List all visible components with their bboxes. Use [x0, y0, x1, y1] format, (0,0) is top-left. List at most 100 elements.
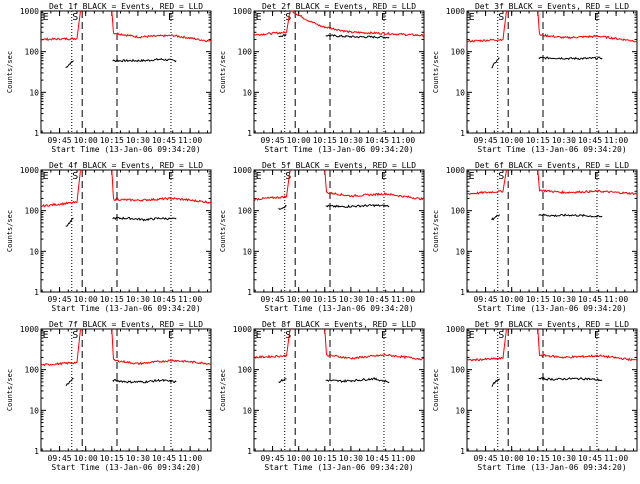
y-tick-label: 1: [34, 129, 39, 138]
events-series-line: [538, 213, 603, 218]
y-tick-label: 1000: [20, 166, 39, 175]
lld-series-line: [40, 328, 81, 367]
flag-label: E: [256, 12, 262, 23]
y-tick-label: 1000: [446, 325, 465, 334]
events-series-line: [65, 60, 74, 69]
y-tick-label: 1: [247, 447, 252, 456]
x-tick-label: 10:00: [287, 454, 311, 463]
panel-title: Det 1f BLACK = Events, RED = LLD: [49, 2, 203, 11]
panel-title: Det 8f BLACK = Events, RED = LLD: [262, 320, 416, 329]
x-axis-label: Start Time (13-Jan-06 09:34:20): [51, 463, 200, 472]
flag-label: E: [594, 171, 600, 182]
y-axis-label: Counts/sec: [432, 369, 440, 411]
x-tick-label: 10:30: [126, 136, 150, 145]
y-tick-label: 10: [455, 406, 465, 415]
y-tick-label: 100: [238, 366, 253, 375]
y-tick-label: 100: [451, 207, 466, 216]
events-series-line: [112, 378, 177, 384]
plot-frame: [253, 10, 425, 134]
x-tick-label: 10:15: [100, 454, 124, 463]
lld-series-line: [324, 328, 425, 361]
x-tick-label: 10:30: [339, 295, 363, 304]
lld-series-line: [111, 169, 212, 204]
x-tick-label: 10:45: [152, 454, 176, 463]
y-tick-label: 10: [455, 247, 465, 256]
flag-label: E: [469, 12, 475, 23]
x-tick-label: 09:45: [261, 136, 285, 145]
x-tick-label: 11:00: [391, 454, 415, 463]
events-series-line: [65, 217, 74, 227]
x-tick-label: 11:00: [604, 136, 628, 145]
x-axis-label: Start Time (13-Jan-06 09:34:20): [477, 304, 626, 313]
x-tick-label: 10:15: [313, 136, 337, 145]
panel-title: Det 9f BLACK = Events, RED = LLD: [475, 320, 629, 329]
flag-label: S: [498, 171, 504, 182]
lld-series-line: [253, 328, 291, 360]
x-tick-label: 10:15: [313, 295, 337, 304]
events-series-line: [65, 377, 74, 387]
lld-series-line: [40, 169, 81, 208]
plot-frame: [40, 10, 212, 134]
flag-label: S: [72, 330, 78, 341]
x-tick-label: 10:15: [526, 136, 550, 145]
y-axis-label: Counts/sec: [219, 369, 227, 411]
x-tick-label: 10:45: [578, 136, 602, 145]
plot-frame: [253, 169, 425, 293]
flag-label: E: [43, 12, 49, 23]
y-tick-label: 1000: [233, 325, 252, 334]
lld-series-line: [111, 328, 212, 366]
x-tick-label: 10:00: [287, 295, 311, 304]
y-tick-label: 100: [451, 48, 466, 57]
x-tick-label: 10:45: [365, 295, 389, 304]
flag-label: E: [381, 330, 387, 341]
x-tick-label: 10:30: [552, 136, 576, 145]
lld-series-line: [466, 328, 507, 362]
y-tick-label: 10: [242, 406, 252, 415]
lld-series-line: [291, 10, 425, 38]
flag-label: E: [168, 171, 174, 182]
lld-series-line: [253, 169, 291, 202]
events-series-line: [325, 204, 390, 209]
flag-label: E: [381, 171, 387, 182]
flag-label: E: [594, 12, 600, 23]
lld-series-line: [324, 169, 425, 201]
x-tick-label: 10:15: [526, 454, 550, 463]
flag-label: E: [594, 330, 600, 341]
x-tick-label: 11:00: [604, 295, 628, 304]
lld-series-line: [111, 10, 212, 42]
x-tick-label: 10:30: [339, 136, 363, 145]
events-series-line: [278, 204, 287, 210]
x-tick-label: 11:00: [391, 136, 415, 145]
flag-label: S: [285, 12, 291, 23]
x-tick-label: 11:00: [178, 454, 202, 463]
x-tick-label: 09:45: [261, 454, 285, 463]
detector-panel-8: Det 8f BLACK = Events, RED = LLD Counts/s…: [219, 320, 425, 472]
flag-label: E: [43, 330, 49, 341]
plot-frame: [466, 328, 638, 452]
x-tick-label: 10:15: [100, 295, 124, 304]
flag-label: S: [285, 171, 291, 182]
x-tick-label: 09:45: [474, 136, 498, 145]
x-tick-label: 10:45: [152, 136, 176, 145]
y-tick-label: 1000: [20, 325, 39, 334]
events-series-line: [325, 34, 390, 39]
flag-label: S: [285, 330, 291, 341]
x-tick-label: 10:00: [500, 295, 524, 304]
x-tick-label: 10:30: [126, 454, 150, 463]
events-series-line: [491, 378, 500, 387]
x-tick-label: 10:00: [287, 136, 311, 145]
detector-panel-1: Det 1f BLACK = Events, RED = LLD Counts/s…: [6, 2, 212, 154]
detector-panel-7: Det 7f BLACK = Events, RED = LLD Counts/s…: [6, 320, 212, 472]
y-axis-label: Counts/sec: [6, 51, 14, 93]
x-tick-label: 10:45: [365, 454, 389, 463]
y-tick-label: 1: [460, 447, 465, 456]
y-tick-label: 10: [29, 247, 39, 256]
x-tick-label: 10:45: [578, 295, 602, 304]
y-tick-label: 1000: [446, 7, 465, 16]
x-axis-label: Start Time (13-Jan-06 09:34:20): [264, 304, 413, 313]
x-tick-label: 10:30: [126, 295, 150, 304]
x-tick-label: 10:00: [500, 136, 524, 145]
y-tick-label: 1: [460, 288, 465, 297]
